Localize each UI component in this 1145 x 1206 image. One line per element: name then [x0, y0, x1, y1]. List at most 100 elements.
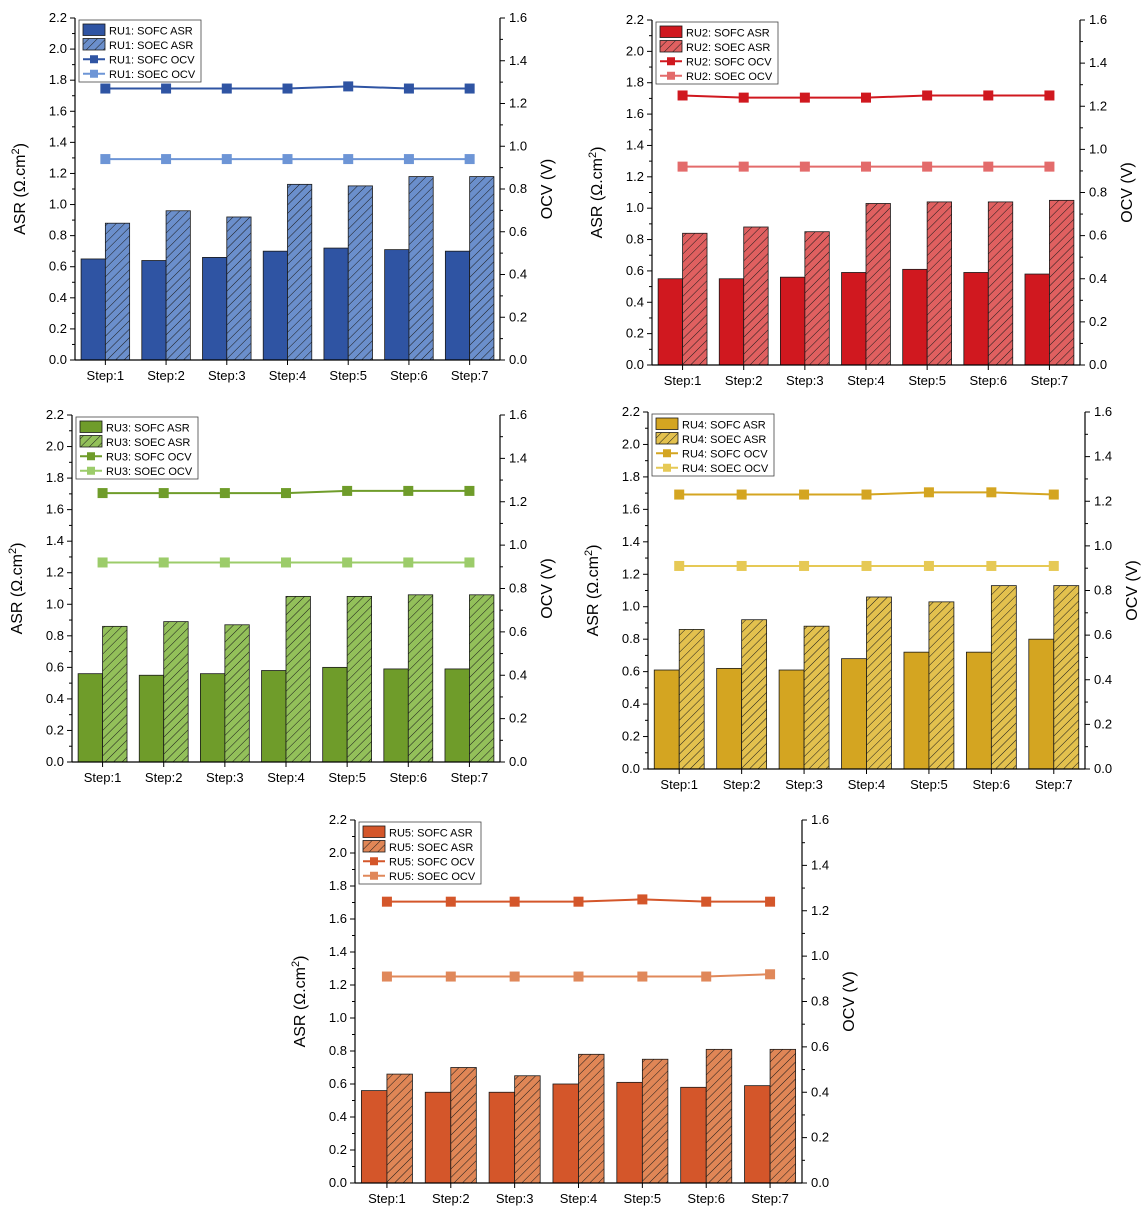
ru3-marker-soec-4 [281, 557, 291, 568]
ru2-marker-soec-4 [861, 161, 871, 172]
ru2-marker-sofc-2 [738, 92, 749, 103]
ru3-legend: RU3: SOFC ASR RU3: SOEC ASR RU3: SOFC OCV R… [75, 416, 199, 480]
ru3-legend-label-2: RU3: SOEC ASR [106, 437, 190, 449]
ru4-marker-soec-4 [861, 560, 872, 571]
ru1-xtick-label: Step:5 [329, 368, 367, 383]
ru1-legend-label-3: RU1: SOFC OCV [109, 55, 195, 67]
ru1-xtick-label: Step:6 [390, 368, 428, 383]
ru4-ytick-label: 2.0 [622, 436, 640, 451]
ru4-bar-sofc-1 [653, 669, 680, 770]
ru3-bar-soec-1 [102, 625, 128, 763]
ru1-marker-soec-7 [464, 154, 475, 165]
ru4-bar-soec-4 [866, 596, 892, 770]
ru5-ytick-label: 0.2 [329, 1142, 347, 1157]
ru2-bar-sofc-6 [963, 272, 989, 366]
ru5-marker-soec-7 [765, 969, 776, 980]
ru4-ytick-label: 0.2 [622, 729, 640, 744]
ru5-marker-soec-6 [701, 971, 712, 982]
ru1-ytick-label: 0.2 [49, 321, 67, 336]
ru3-bar-sofc-3 [199, 673, 226, 763]
ru1-y2tick-label: 0.4 [509, 267, 527, 282]
ru1-bar-sofc-4 [262, 250, 288, 361]
ru2-y2tick-label: 0.6 [1089, 228, 1107, 243]
ru4-bar-sofc-2 [716, 667, 743, 770]
ru1-marker-soec-2 [161, 154, 172, 165]
ru2-marker-soec-1 [677, 161, 688, 172]
ru3-y2tick-label: 0.6 [509, 624, 527, 639]
ru5-y2tick-label: 0.8 [811, 994, 829, 1009]
ru1-ytick-label: 0.4 [49, 290, 67, 305]
ru3-marker-sofc-3 [219, 488, 230, 499]
ru1-xtick-label: Step:4 [269, 368, 307, 383]
ru2-y2label: OCV (V) [1119, 162, 1136, 222]
ru5-ytick-label: 1.6 [329, 911, 347, 926]
ru5-y2label: OCV (V) [841, 971, 858, 1031]
ru2-legend-marker-4 [667, 71, 675, 80]
ru2-bar-soec-7 [1049, 199, 1075, 366]
ru5-marker-sofc-5 [637, 894, 648, 905]
ru1-xtick-label: Step:2 [147, 368, 185, 383]
ru5-y2tick-label: 1.6 [811, 812, 829, 827]
ru4-legend-label-2: RU4: SOEC ASR [682, 434, 766, 446]
ru3-marker-sofc-6 [403, 485, 414, 496]
ru3-bar-sofc-7 [444, 668, 470, 763]
ru5-bar-soec-5 [641, 1058, 669, 1184]
ru1-bar-sofc-1 [80, 258, 106, 361]
ru4-ytick-label: 1.8 [622, 469, 640, 484]
ru5-xtick-label: Step:6 [687, 1191, 725, 1206]
ru5-legend-label-1: RU5: SOFC ASR [389, 828, 473, 840]
ru5-legend-marker-3 [370, 857, 378, 866]
ru5-marker-sofc-4 [573, 896, 584, 907]
ru2-ytick-label: 1.6 [626, 106, 644, 121]
ru4-y2tick-label: 0.2 [1094, 716, 1112, 731]
ru1-legend-label-1: RU1: SOFC ASR [109, 26, 193, 38]
ru5-bar-sofc-1 [360, 1090, 388, 1184]
ru5-ytick-label: 1.8 [329, 878, 347, 893]
ru4-xtick-label: Step:2 [723, 777, 761, 792]
ru4-bar-soec-6 [990, 585, 1017, 770]
ru3-legend-marker-3 [87, 452, 95, 461]
ru1-marker-soec-6 [403, 154, 414, 165]
ru3-bar-soec-7 [469, 594, 495, 763]
ru4-bar-sofc-5 [903, 651, 930, 770]
ru5-ylabel: ASR (Ω.cm2) [290, 956, 309, 1048]
ru5-bar-sofc-7 [744, 1085, 771, 1184]
ru5-xtick-label: Step:3 [496, 1191, 534, 1206]
ru2-marker-sofc-7 [1044, 90, 1055, 101]
ru3-marker-soec-1 [97, 557, 108, 568]
ru5-legend-label-4: RU5: SOEC OCV [389, 871, 476, 883]
ru2-bar-sofc-7 [1024, 273, 1050, 366]
ru3-y2tick-label: 0.8 [509, 581, 527, 596]
ru5-bar-sofc-4 [552, 1083, 579, 1184]
ru1-xtick-label: Step:7 [451, 368, 489, 383]
ru3-bar-sofc-5 [322, 666, 348, 763]
ru1-ytick-label: 1.6 [49, 103, 67, 118]
ru3-marker-sofc-2 [158, 488, 169, 499]
ru5-marker-sofc-2 [445, 896, 456, 907]
ru5-marker-soec-3 [509, 971, 520, 982]
ru1-bar-sofc-3 [202, 256, 228, 361]
ru3-bar-sofc-4 [261, 670, 287, 763]
ru1-legend-label-2: RU1: SOEC ASR [109, 40, 193, 52]
ru5-bar-sofc-3 [488, 1091, 516, 1184]
ru5-y2tick-label: 1.4 [811, 857, 829, 872]
ru3-y2tick-label: 0.0 [509, 754, 527, 769]
ru2-legend-label-2: RU2: SOEC ASR [686, 42, 770, 54]
ru3-legend-swatch-1 [79, 420, 103, 433]
ru4-marker-sofc-5 [923, 487, 934, 498]
ru3-xtick-label: Step:1 [84, 770, 122, 785]
ru3-legend-label-3: RU3: SOFC OCV [106, 452, 192, 464]
ru5-bar-soec-6 [705, 1048, 733, 1184]
ru1-legend-swatch-1 [82, 23, 106, 36]
ru1-bar-soec-4 [287, 183, 313, 361]
ru1-marker-sofc-6 [403, 83, 414, 94]
ru4-bar-soec-7 [1053, 585, 1080, 770]
ru3-bar-soec-6 [407, 594, 434, 763]
ru3-ytick-label: 0.6 [46, 659, 64, 674]
ru2-ytick-label: 1.4 [626, 137, 644, 152]
ru4-ytick-label: 0.0 [622, 761, 640, 776]
ru4-ytick-label: 1.6 [622, 501, 640, 516]
ru3-ylabel: ASR (Ω.cm2) [7, 543, 26, 635]
ru1-marker-soec-1 [100, 154, 111, 165]
ru1-legend-marker-4 [90, 69, 98, 78]
